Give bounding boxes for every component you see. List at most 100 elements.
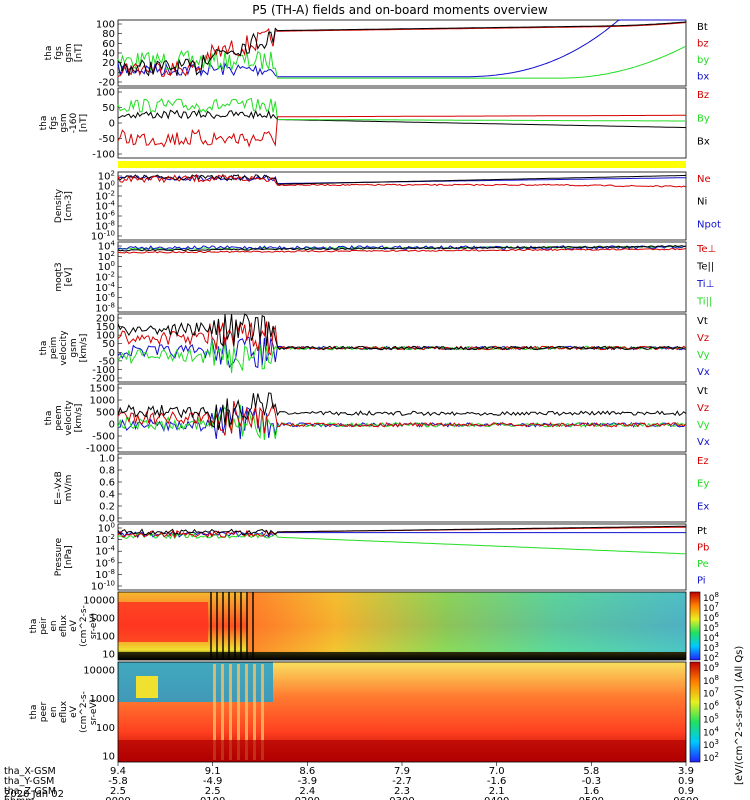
y-tick-label: 0.6 xyxy=(99,478,115,489)
y-tick-label: 10000 xyxy=(83,596,115,607)
panel-frame xyxy=(117,383,687,453)
series-vt xyxy=(117,313,687,351)
legend-ni: Ni xyxy=(697,197,707,208)
y-axis-label: en xyxy=(49,706,59,717)
y-axis-label: fgs xyxy=(54,46,64,60)
y-axis-label: moqt3 xyxy=(54,262,64,291)
legend-te||: Te|| xyxy=(696,262,714,273)
y-axis-label: mV/m xyxy=(64,475,74,502)
legend-vz: Vz xyxy=(697,333,709,344)
y-axis-label: tha xyxy=(39,341,49,356)
ephemeris-value: -0.3 xyxy=(582,776,602,787)
y-tick-label: 40 xyxy=(102,49,115,60)
legend-ti||: Ti|| xyxy=(696,297,712,308)
ephemeris-value: -5.8 xyxy=(108,776,128,787)
spectrogram-stripe xyxy=(237,664,240,760)
y-tick-label: 0.2 xyxy=(99,502,115,513)
y-tick-label: -50 xyxy=(99,356,115,367)
y-tick-label: 1000 xyxy=(90,694,115,705)
ephemeris-row-label: tha_X-GSM xyxy=(4,766,56,777)
ephemeris-value: 0600 xyxy=(673,796,698,800)
ephemeris-value: 0.9 xyxy=(678,786,694,797)
legend-te⊥: Te⊥ xyxy=(696,244,716,255)
y-tick-label: 1000 xyxy=(90,614,115,625)
series-ne xyxy=(117,174,687,188)
series-vy xyxy=(117,404,687,440)
y-axis-label: sr-eV) xyxy=(89,699,99,725)
colorbar-upper xyxy=(689,591,701,661)
ephemeris-row-label: hhmm xyxy=(4,796,35,800)
legend-by: by xyxy=(697,55,709,66)
y-axis-label: peem xyxy=(54,405,64,431)
panel-frame xyxy=(117,453,687,523)
y-axis-label: [nT] xyxy=(74,44,84,62)
colorbar-tick-label: 105 xyxy=(703,712,719,725)
ephemeris-value: 2.5 xyxy=(205,786,221,797)
legend-bx: Bx xyxy=(697,137,710,148)
spectrogram-stripe xyxy=(261,664,264,760)
y-tick-label: 1000 xyxy=(90,396,115,407)
colorbar-tick-label: 102 xyxy=(703,751,719,764)
legend-ne: Ne xyxy=(697,174,711,185)
y-axis-label: peim xyxy=(49,337,59,360)
ephemeris-value: -4.9 xyxy=(203,776,223,787)
series-bx xyxy=(117,109,687,129)
y-axis-label: eV xyxy=(69,619,79,632)
spectrogram-gap xyxy=(222,592,224,660)
ephemeris-value: 2.3 xyxy=(394,786,410,797)
colorbar-tick-label: 106 xyxy=(703,700,719,713)
panel-frame xyxy=(117,523,687,591)
legend-pi: Pi xyxy=(697,576,706,587)
series-te⊥ xyxy=(117,247,687,254)
y-tick-label: 50 xyxy=(102,339,115,350)
y-tick-label: 0 xyxy=(109,348,115,359)
ephemeris-row-label: tha_Z-GSM xyxy=(4,786,56,797)
y-axis-label: Density xyxy=(54,188,64,223)
ephemeris-value: 2.1 xyxy=(489,786,505,797)
y-axis-label: tha xyxy=(29,619,39,634)
y-axis-label: [km/s] xyxy=(79,334,89,363)
colorbar-tick-label: 107 xyxy=(703,687,719,700)
spectrogram-p9: 10000 1000 100 10 tha peir en eflux eV (cm^2-s-sr… xyxy=(29,591,687,661)
legend-vz: Vz xyxy=(697,403,709,414)
series-pe xyxy=(117,532,687,555)
spectrogram-stripe xyxy=(245,664,248,760)
series-vz xyxy=(117,400,687,436)
y-tick-label: 100 xyxy=(96,723,115,734)
y-axis-label: gsm xyxy=(59,113,69,132)
colorbar-label: [eV/(cm^2-s-sr-eV)] (All Qs) xyxy=(734,646,745,785)
ephemeris-value: 0000 xyxy=(105,796,130,800)
y-tick-label: 10-10 xyxy=(91,580,115,593)
spectrogram-gap xyxy=(240,592,242,660)
legend-ey: Ey xyxy=(697,479,709,490)
colorbar-tick-label: 104 xyxy=(703,725,719,738)
spectrogram-stripe xyxy=(229,664,232,760)
ephemeris-value: 0400 xyxy=(484,796,509,800)
ephemeris-value: 8.6 xyxy=(299,766,315,777)
ephemeris-value: 9.4 xyxy=(110,766,126,777)
y-tick-label: 0.8 xyxy=(99,466,115,477)
y-tick-label: 100 xyxy=(96,632,115,643)
y-tick-label: -100 xyxy=(92,365,115,376)
y-tick-label: 10 xyxy=(102,650,115,661)
y-tick-label: 80 xyxy=(102,29,115,40)
series-by xyxy=(117,45,687,79)
spectrogram-hotspot xyxy=(136,676,158,698)
series-vz xyxy=(117,321,687,356)
y-axis-label: tha xyxy=(39,116,49,131)
spectrogram-gap xyxy=(228,592,230,660)
y-axis-label: tha xyxy=(44,411,54,426)
y-tick-label: -1000 xyxy=(86,444,115,455)
legend-bx: bx xyxy=(697,72,709,83)
ephemeris-value: 3.9 xyxy=(678,766,694,777)
y-axis-label: tha xyxy=(44,46,54,61)
y-tick-label: 100 xyxy=(96,331,115,342)
ephemeris-value: 9.1 xyxy=(205,766,221,777)
y-tick-label: 0.4 xyxy=(99,490,115,501)
